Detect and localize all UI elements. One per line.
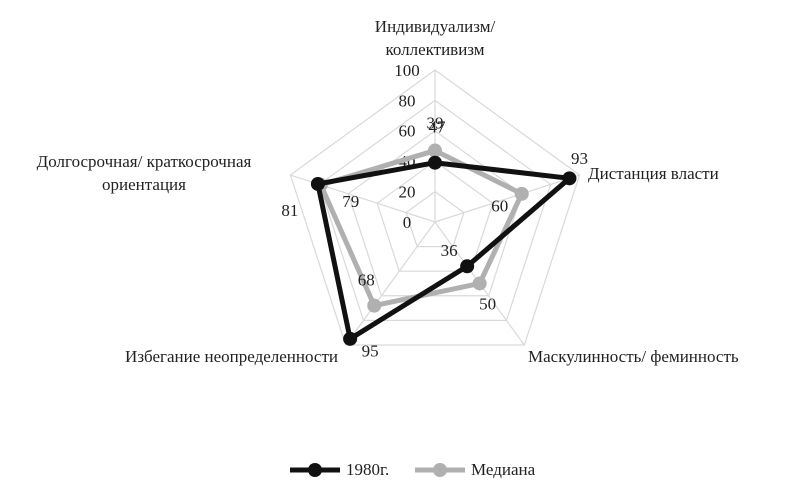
legend-marker [308, 463, 322, 477]
point [343, 331, 358, 346]
point [428, 155, 442, 170]
axis-label: Избегание неопределенности [125, 347, 338, 366]
point [310, 176, 325, 191]
point [428, 143, 442, 158]
grid-line [376, 160, 494, 272]
axis-label: Индивидуализм/ [375, 17, 496, 36]
spoke [434, 174, 580, 223]
axis-label: Долгосрочная/ краткосрочная [37, 152, 252, 171]
legend-label: 1980г. [346, 460, 389, 479]
y-tick-label: 60 [399, 122, 416, 141]
legend-item: 1980г. [290, 460, 389, 479]
axis-label: ориентация [102, 175, 186, 194]
y-tick-label: 20 [399, 183, 416, 202]
point [460, 259, 475, 274]
legend-marker [433, 463, 447, 477]
point [514, 186, 529, 201]
point [472, 276, 487, 291]
value-label: 47 [429, 117, 447, 136]
value-label: 95 [362, 342, 379, 361]
grid-line [347, 130, 523, 297]
point [367, 298, 382, 313]
axis-label: Маскулинность/ феминность [528, 347, 739, 366]
spoke [345, 221, 436, 346]
legend-item: Медиана [415, 460, 536, 479]
grid-line [318, 99, 552, 321]
grid-line [289, 69, 581, 346]
y-tick-label: 80 [399, 91, 416, 110]
value-label: 68 [358, 271, 375, 290]
value-label: 60 [491, 197, 508, 216]
point [562, 171, 577, 186]
axis-label: Дистанция власти [588, 164, 719, 183]
value-label: 50 [479, 294, 496, 313]
legend-label: Медиана [471, 460, 536, 479]
series-line [315, 160, 572, 342]
axis-label: коллективизм [385, 40, 484, 59]
y-tick-label: 0 [403, 213, 412, 232]
y-tick-label: 100 [394, 61, 420, 80]
value-label: 39 [427, 114, 444, 133]
grid-line [405, 190, 465, 248]
value-label: 93 [571, 149, 588, 168]
value-label: 81 [281, 201, 298, 220]
value-label: 79 [342, 192, 359, 211]
value-label: 36 [441, 241, 458, 260]
